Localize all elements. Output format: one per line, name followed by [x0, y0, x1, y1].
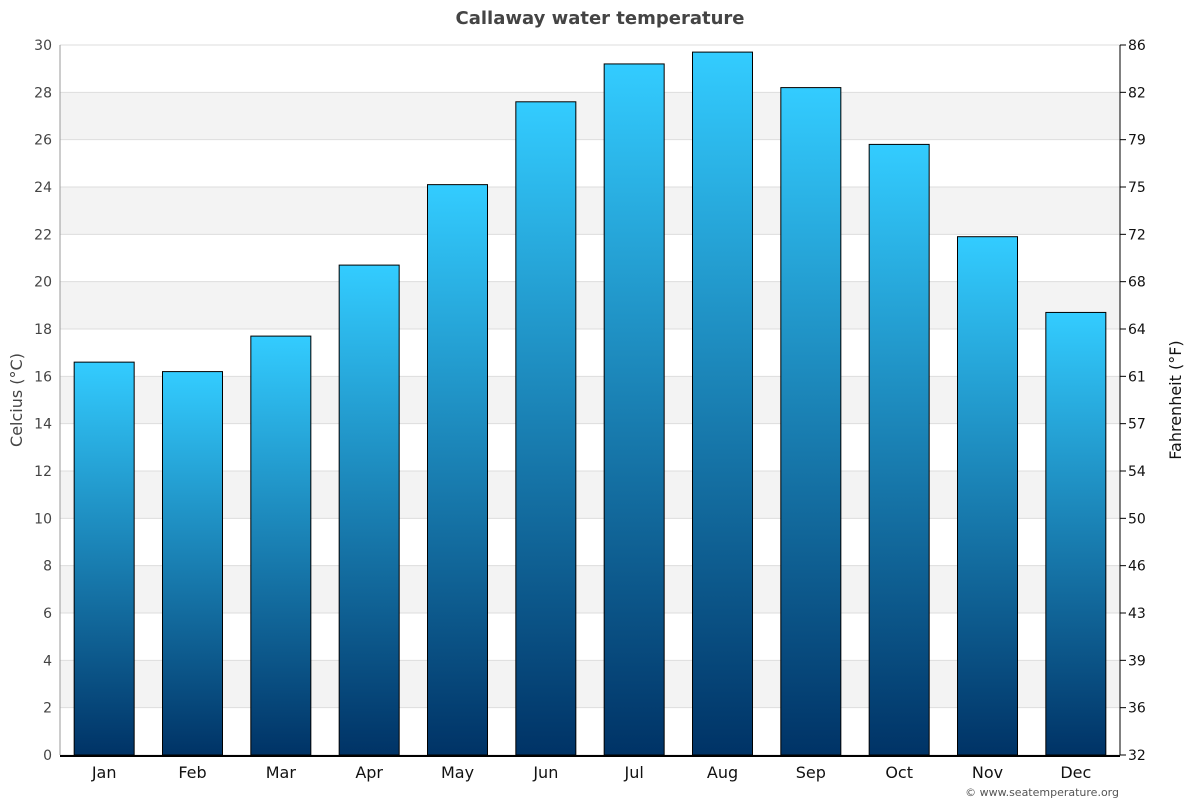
- y-tick-label-right: 46: [1128, 559, 1146, 575]
- bar-mar: [250, 335, 312, 756]
- x-tick-label: Aug: [707, 763, 738, 782]
- grid-band: [60, 660, 1120, 708]
- grid-band: [60, 565, 1120, 613]
- bar-dec: [1045, 311, 1107, 756]
- y-tick-label-right: 86: [1128, 38, 1146, 54]
- y-tick-label: 20: [34, 275, 52, 291]
- y-tick-label-right: 54: [1128, 464, 1146, 480]
- x-tick-label: Sep: [796, 763, 826, 782]
- y-tick-label: 26: [34, 133, 52, 149]
- grid-band: [60, 92, 1120, 140]
- grid-band: [60, 376, 1120, 424]
- bar-jun: [515, 101, 577, 756]
- grid-band: [60, 471, 1120, 519]
- y-tick-label-right: 75: [1128, 180, 1146, 196]
- y-tick-label: 4: [43, 653, 52, 669]
- bar-oct: [868, 143, 930, 756]
- bar-feb: [162, 371, 223, 756]
- x-tick-label: Jan: [91, 763, 117, 782]
- y-tick-label: 22: [34, 227, 52, 243]
- x-tick-label: Nov: [972, 763, 1003, 782]
- x-tick-label: Apr: [355, 763, 383, 782]
- grid-band: [60, 187, 1120, 235]
- y-tick-label: 18: [34, 322, 52, 338]
- y-tick-label-right: 79: [1128, 133, 1146, 149]
- y-tick-label-right: 57: [1128, 417, 1146, 433]
- y-tick-label-right: 72: [1128, 227, 1146, 243]
- y-tick-label: 24: [34, 180, 52, 196]
- bar-apr: [338, 264, 400, 756]
- y-tick-label: 8: [43, 559, 52, 575]
- y-axis-label-left: Celcius (°C): [7, 353, 26, 447]
- bar-jul: [603, 63, 665, 756]
- y-tick-label: 2: [43, 701, 52, 717]
- y-tick-label: 14: [34, 417, 52, 433]
- y-tick-label-right: 82: [1128, 85, 1146, 101]
- bar-may: [427, 184, 488, 756]
- y-tick-label-right: 32: [1128, 748, 1146, 764]
- y-tick-label: 12: [34, 464, 52, 480]
- bar-aug: [692, 51, 753, 756]
- credit[interactable]: © www.seatemperature.org: [965, 786, 1119, 799]
- y-tick-label-right: 50: [1128, 511, 1146, 527]
- y-tick-label-right: 39: [1128, 653, 1146, 669]
- bar-sep: [780, 87, 842, 756]
- y-tick-label: 28: [34, 85, 52, 101]
- grid-band: [60, 281, 1120, 329]
- y-tick-label-right: 43: [1128, 606, 1146, 622]
- y-axis-label-right: Fahrenheit (°F): [1166, 340, 1185, 459]
- bar-nov: [957, 236, 1018, 756]
- bar-jan: [73, 361, 135, 756]
- y-tick-label: 6: [43, 606, 52, 622]
- y-tick-label: 10: [34, 511, 52, 527]
- x-tick-label: Jul: [624, 763, 644, 782]
- y-tick-label-right: 36: [1128, 701, 1146, 717]
- y-tick-label: 16: [34, 369, 52, 385]
- chart-title: Callaway water temperature: [456, 8, 745, 29]
- y-tick-label: 0: [43, 748, 52, 764]
- x-tick-label: Feb: [178, 763, 206, 782]
- y-tick-label-right: 61: [1128, 369, 1146, 385]
- x-tick-label: Jun: [532, 763, 558, 782]
- y-tick-label-right: 64: [1128, 322, 1146, 338]
- x-tick-label: Dec: [1060, 763, 1091, 782]
- x-tick-label: Oct: [885, 763, 913, 782]
- x-tick-label: Mar: [266, 763, 297, 782]
- y-tick-label: 30: [34, 38, 52, 54]
- y-tick-label-right: 68: [1128, 275, 1146, 291]
- x-tick-label: May: [441, 763, 474, 782]
